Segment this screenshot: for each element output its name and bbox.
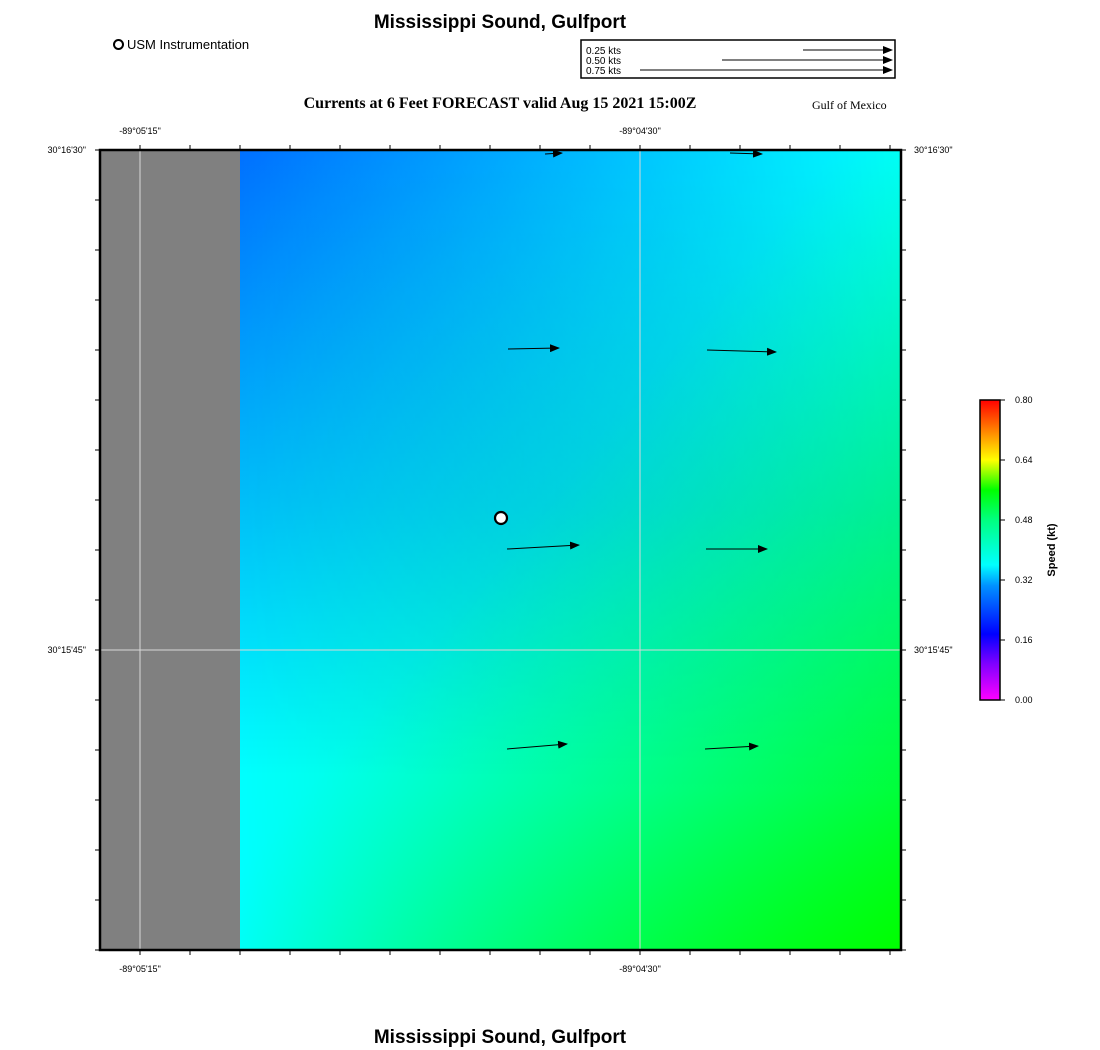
current-arrow xyxy=(506,541,580,550)
usm-station-marker xyxy=(493,510,509,526)
graticule xyxy=(100,150,901,950)
land-area xyxy=(100,150,240,950)
x-tick-bottom-2: -89°04'30" xyxy=(619,964,661,974)
scale-label-1: 0.25 kts xyxy=(586,46,621,57)
vector-scale-legend: 0.25 kts 0.50 kts 0.75 kts xyxy=(580,39,896,79)
colorbar-tick: 0.48 xyxy=(1015,515,1033,525)
x-tick-top-2: -89°04'30" xyxy=(619,126,661,136)
map-title: Mississippi Sound, Gulfport xyxy=(373,12,627,33)
region-label: Gulf of Mexico xyxy=(812,98,887,112)
footer-title: Mississippi Sound, Gulfport xyxy=(373,1027,627,1048)
current-arrow xyxy=(507,344,560,353)
y-tick-left-2: 30°15'45" xyxy=(47,645,86,655)
current-vectors xyxy=(506,149,777,751)
colorbar: 0.80 0.64 0.48 0.32 0.16 0.00 Speed (kt) xyxy=(979,395,1058,705)
colorbar-tick: 0.32 xyxy=(1015,575,1033,585)
colorbar-tick: 0.80 xyxy=(1015,395,1033,405)
scale-label-3: 0.75 kts xyxy=(586,66,621,77)
forecast-title: Currents at 6 Feet FORECAST valid Aug 15… xyxy=(303,95,697,112)
colorbar-tick: 0.64 xyxy=(1015,455,1033,465)
station-legend: USM Instrumentation xyxy=(113,37,249,52)
y-tick-right-2: 30°15'45" xyxy=(914,645,953,655)
colorbar-tick: 0.16 xyxy=(1015,635,1033,645)
current-arrow xyxy=(544,149,563,158)
colorbar-tick: 0.00 xyxy=(1015,695,1033,705)
station-legend-label: USM Instrumentation xyxy=(127,37,250,52)
current-arrow xyxy=(706,347,777,356)
station-marker-icon xyxy=(113,39,124,50)
y-tick-left-1: 30°16'30" xyxy=(47,145,86,155)
current-arrow xyxy=(506,740,568,750)
current-arrow xyxy=(729,149,763,158)
scale-label-2: 0.50 kts xyxy=(586,56,621,67)
speed-field xyxy=(240,150,901,950)
x-tick-top-1: -89°05'15" xyxy=(119,126,161,136)
colorbar-label: Speed (kt) xyxy=(1046,523,1058,577)
x-tick-bottom-1: -89°05'15" xyxy=(119,964,161,974)
y-tick-right-1: 30°16'30" xyxy=(914,145,953,155)
frame-ticks xyxy=(95,145,906,955)
current-arrow xyxy=(704,742,759,751)
